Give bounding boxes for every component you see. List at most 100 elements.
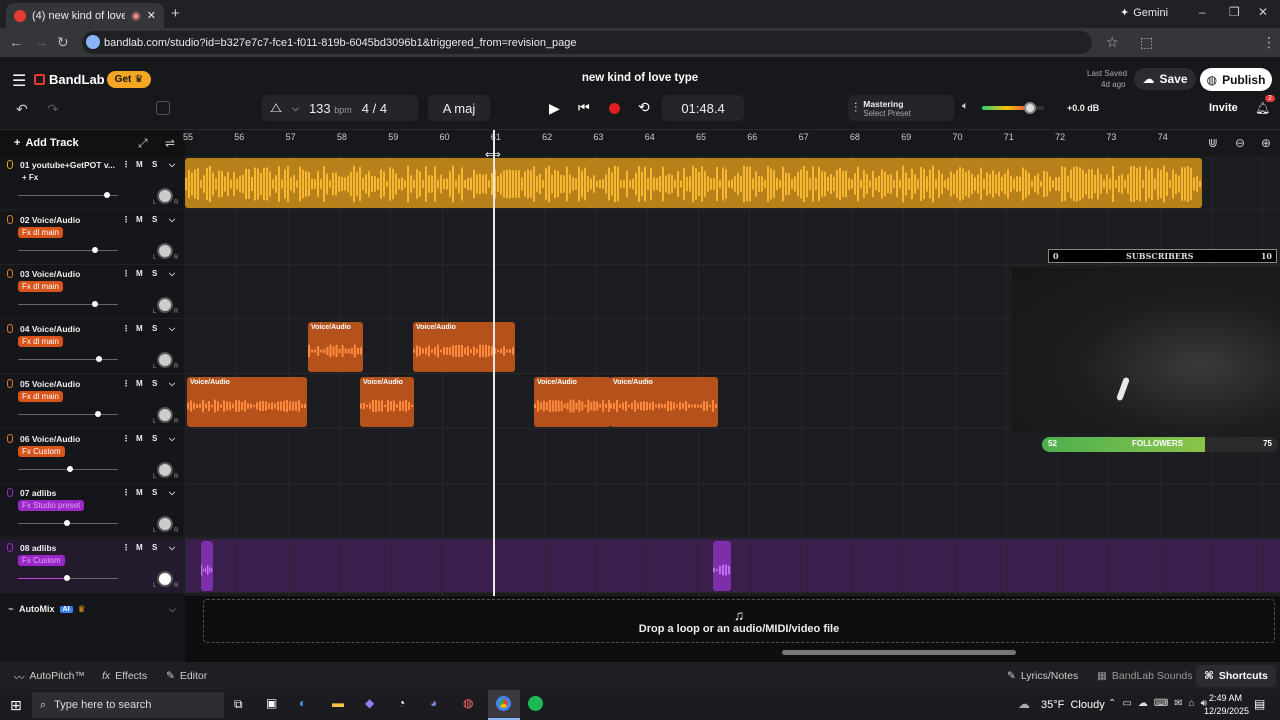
track-volume-slider[interactable] — [18, 249, 118, 251]
app-icon-2[interactable]: ◔ — [398, 696, 406, 710]
lyrics-notes-button[interactable]: ✎ Lyrics/Notes — [1007, 670, 1078, 682]
master-volume-slider[interactable] — [982, 102, 1044, 114]
playhead-handle-icon[interactable]: ⟺ — [485, 149, 501, 161]
track-header[interactable]: 01 youtube+GetPOT v... + Fx ⋮ M S ⌵ L R — [0, 156, 185, 210]
audio-clip[interactable]: Voice/Audio — [187, 376, 307, 427]
key-selector[interactable]: A maj — [428, 95, 490, 121]
copilot-icon[interactable]: ◆ — [365, 696, 375, 710]
track-options-icon[interactable]: ⋮ — [122, 214, 130, 224]
track-fx-preset[interactable]: Fx dl main — [18, 390, 63, 402]
track-volume-knob[interactable] — [64, 574, 70, 581]
back-icon[interactable]: ← — [9, 34, 23, 50]
add-track-button[interactable]: + Add Track — [14, 137, 79, 149]
automix-row[interactable]: ⌁ AutoMix AI ♛ ⌵ — [0, 596, 185, 622]
track-expand-icon[interactable]: ⌵ — [169, 488, 176, 498]
track-volume-knob[interactable] — [96, 356, 102, 363]
track-volume-knob[interactable] — [95, 410, 101, 417]
bandlab-sounds-button[interactable]: ▦ BandLab Sounds — [1097, 670, 1193, 682]
track-lane[interactable] — [185, 211, 1280, 265]
track-lane[interactable] — [185, 538, 1280, 593]
project-title[interactable]: new kind of love type — [581, 72, 699, 84]
redo-icon[interactable]: ↷ — [47, 101, 59, 117]
solo-button[interactable]: S — [152, 433, 158, 443]
horizontal-scrollbar[interactable] — [782, 650, 1016, 655]
mute-button[interactable]: M — [136, 160, 143, 169]
track-expand-icon[interactable]: ⌵ — [169, 378, 176, 388]
track-lane[interactable] — [185, 430, 1280, 484]
audio-clip[interactable]: Voice/Audio — [610, 376, 718, 427]
track-volume-slider[interactable] — [18, 304, 118, 306]
discord-icon[interactable]: ◕ — [430, 696, 438, 710]
bandlab-logo[interactable]: BandLab — [34, 72, 105, 87]
pan-knob[interactable] — [157, 352, 173, 369]
time-display[interactable]: 01:48.4 — [662, 95, 744, 121]
microphone-icon[interactable] — [7, 324, 13, 334]
app-icon-1[interactable]: ▣ — [266, 696, 278, 710]
effects-button[interactable]: fx Effects — [102, 670, 147, 682]
track-expand-icon[interactable]: ⌵ — [169, 433, 176, 443]
mute-button[interactable]: M — [136, 433, 143, 443]
file-explorer-icon[interactable]: ▬ — [332, 696, 344, 710]
get-membership-button[interactable]: Get ♛ — [107, 71, 151, 88]
speaker-icon[interactable]: 🔈︎ — [962, 100, 969, 112]
solo-button[interactable]: S — [152, 542, 158, 552]
snap-magnet-icon[interactable]: ⋓ — [1208, 136, 1219, 150]
automix-expand-icon[interactable]: ⌵ — [169, 603, 176, 614]
drop-zone[interactable]: ♫ Drop a loop or an audio/MIDI/video fil… — [203, 599, 1275, 643]
track-name[interactable]: 06 Voice/Audio — [20, 433, 81, 444]
solo-button[interactable]: S — [152, 378, 158, 388]
mixer-toggle-icon[interactable] — [156, 101, 170, 115]
track-options-icon[interactable]: ⋮ — [122, 433, 130, 443]
task-view-icon[interactable]: ⧉ — [234, 697, 243, 711]
microphone-icon[interactable] — [7, 269, 13, 279]
track-options-icon[interactable]: ⋮ — [122, 269, 130, 279]
track-volume-knob[interactable] — [104, 192, 110, 198]
address-bar[interactable]: bandlab.com/studio?id=b327e7c7-fce1-f011… — [82, 31, 1092, 54]
playhead[interactable]: ⟺ — [485, 130, 501, 658]
track-fx-preset[interactable]: Fx Custom — [18, 445, 65, 457]
hamburger-menu-icon[interactable]: ☰ — [12, 73, 27, 90]
track-options-icon[interactable]: ⋮ — [122, 324, 130, 334]
track-name[interactable]: 07 adlibs — [20, 488, 57, 499]
track-options-icon[interactable]: ⋮ — [122, 378, 130, 388]
microphone-icon[interactable] — [7, 433, 13, 443]
new-tab-button[interactable]: + — [171, 5, 180, 22]
track-header[interactable]: 08 adlibs Fx Custom ⋮ M S ⌵ L R — [0, 538, 185, 593]
mute-button[interactable]: M — [136, 324, 143, 334]
invite-button[interactable]: Invite — [1209, 102, 1238, 114]
reload-icon[interactable]: ↻ — [57, 34, 69, 50]
bell-icon[interactable]: 🔔︎ — [1255, 101, 1271, 115]
metronome-icon[interactable]: ⧍ — [270, 100, 283, 115]
record-icon[interactable] — [609, 103, 620, 114]
track-options-icon[interactable]: ⋮ — [122, 160, 130, 169]
track-volume-slider[interactable] — [18, 195, 118, 196]
play-icon[interactable]: ▶ — [549, 100, 560, 116]
time-signature[interactable]: 4 / 4 — [361, 100, 388, 116]
spotify-icon[interactable] — [528, 696, 543, 711]
metronome-dropdown-icon[interactable]: ⌵ — [292, 102, 299, 113]
track-lane[interactable] — [185, 375, 1280, 429]
track-header[interactable]: 03 Voice/Audio Fx dl main ⋮ M S ⌵ L R — [0, 265, 185, 320]
track-header[interactable]: 06 Voice/Audio Fx Custom ⋮ M S ⌵ L R — [0, 430, 185, 484]
microphone-icon[interactable] — [7, 378, 13, 388]
tab-close-icon[interactable]: ✕ — [146, 10, 156, 22]
track-name[interactable]: 05 Voice/Audio — [20, 378, 81, 389]
track-volume-knob[interactable] — [67, 465, 73, 472]
tempo-value[interactable]: 133 bpm — [309, 101, 352, 116]
track-fx-preset[interactable]: Fx dl main — [18, 281, 63, 293]
loop-icon[interactable]: ⟲ — [638, 99, 650, 115]
track-volume-slider[interactable] — [18, 359, 118, 361]
browser-tab[interactable]: (4) new kind of love type - ◉ ✕ — [6, 3, 164, 28]
magic-tool-icon[interactable]: ⤢ — [138, 136, 148, 150]
chrome-taskbar-item[interactable] — [488, 690, 520, 720]
publish-button[interactable]: ◍ Publish — [1200, 68, 1272, 91]
window-close-icon[interactable]: ✕ — [1258, 5, 1269, 19]
track-volume-knob[interactable] — [92, 301, 98, 308]
pan-knob[interactable] — [157, 188, 173, 204]
mute-button[interactable]: M — [136, 269, 143, 279]
audio-clip[interactable] — [713, 540, 731, 591]
track-expand-icon[interactable]: ⌵ — [169, 160, 176, 169]
solo-button[interactable]: S — [152, 269, 158, 279]
master-volume-knob[interactable] — [1024, 102, 1037, 114]
track-expand-icon[interactable]: ⌵ — [169, 269, 176, 279]
